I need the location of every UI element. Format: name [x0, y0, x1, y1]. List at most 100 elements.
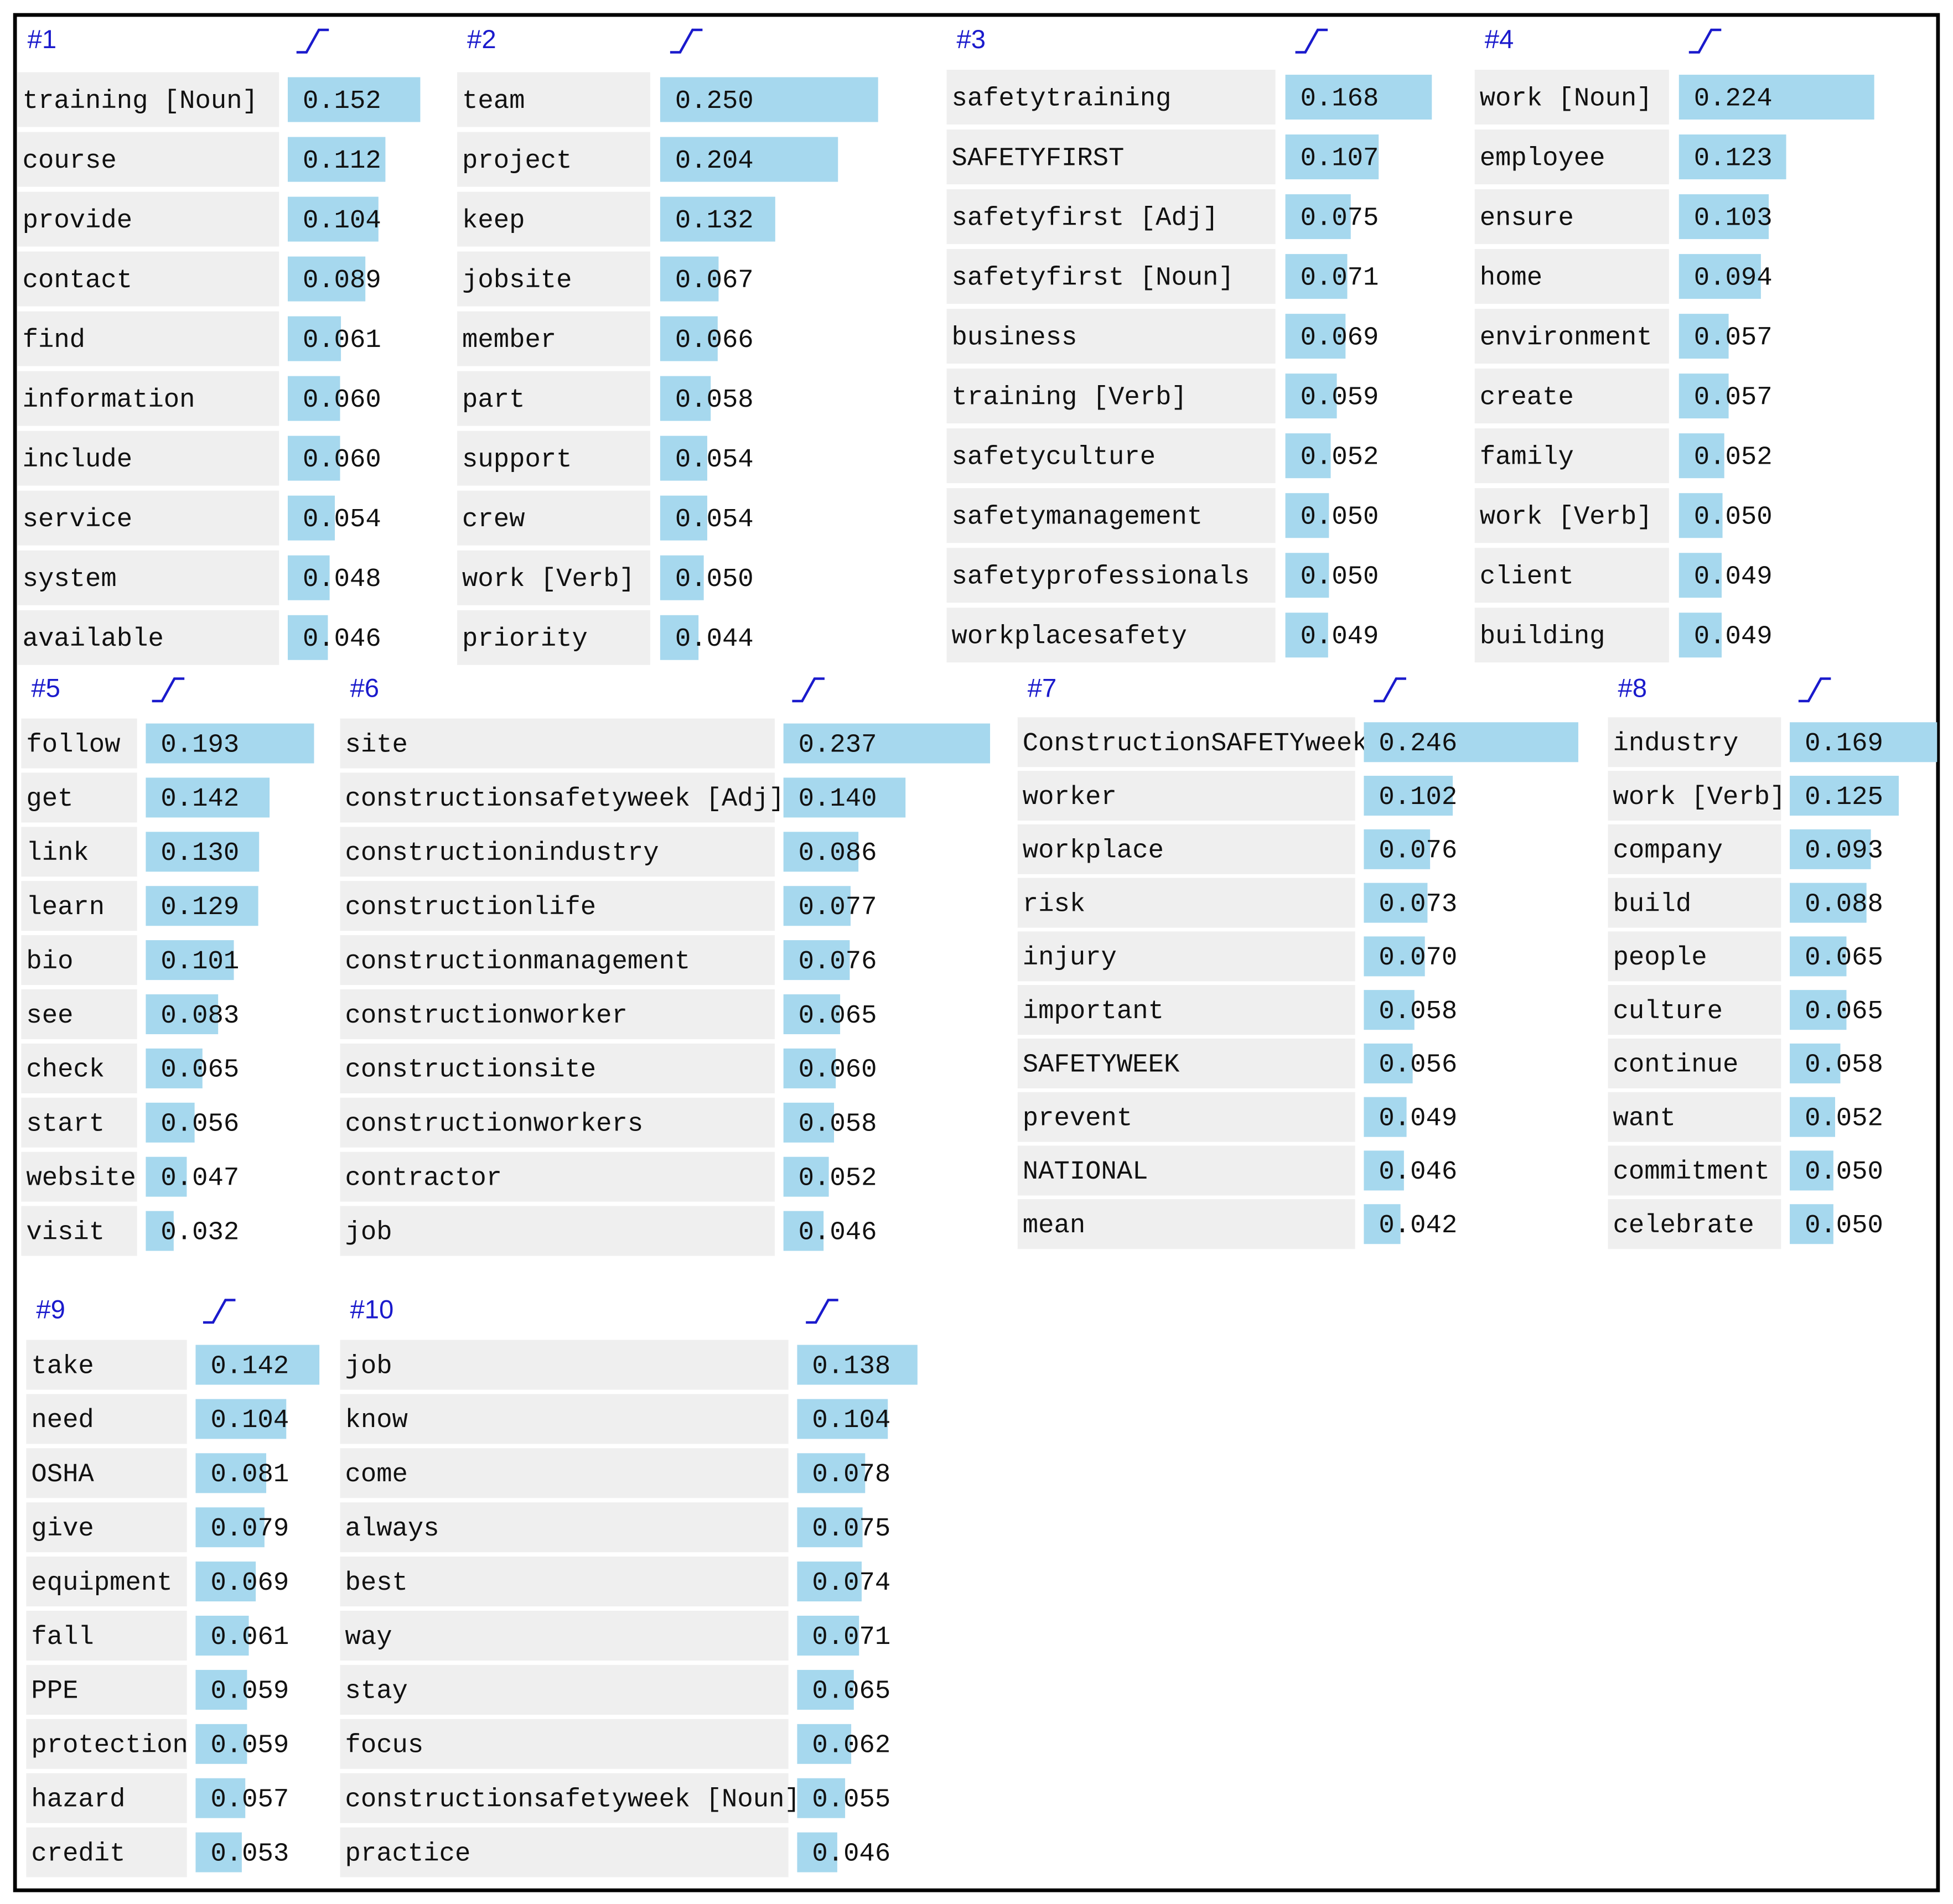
weight-value: 0.062 [812, 1731, 890, 1761]
word: fall [31, 1623, 94, 1652]
topic-label: #9 [36, 1295, 65, 1324]
word: get [26, 785, 73, 814]
sigmoid-icon [670, 28, 703, 54]
word-cell [457, 550, 650, 605]
weight-value: 0.237 [799, 730, 877, 760]
word-cell [26, 1773, 187, 1823]
weight-value: 0.055 [812, 1785, 890, 1814]
weight-bar [1679, 134, 1786, 180]
weight-value: 0.078 [812, 1460, 890, 1490]
word: SAFETYWEEK [1023, 1051, 1180, 1080]
word-cell [340, 1664, 789, 1715]
weight-bar [195, 1616, 249, 1656]
weight-bar [287, 137, 386, 182]
weight-value: 0.060 [799, 1056, 877, 1085]
word-cell [340, 1206, 775, 1256]
weight-bar [1364, 1204, 1401, 1244]
sigmoid-icon [296, 28, 329, 54]
word: celebrate [1613, 1211, 1754, 1241]
weight-value: 0.086 [799, 839, 877, 868]
weight-bar [1364, 829, 1431, 869]
weight-value: 0.050 [1301, 502, 1379, 532]
word-cell [457, 610, 650, 665]
weight-value: 0.048 [303, 565, 381, 594]
weight-value: 0.057 [210, 1785, 289, 1814]
weight-value: 0.093 [1805, 837, 1883, 866]
weight-value: 0.071 [812, 1623, 890, 1652]
word: information [23, 386, 195, 415]
word: provide [23, 206, 132, 236]
weight-value: 0.058 [799, 1110, 877, 1139]
word: people [1613, 943, 1707, 973]
word-cell [1017, 717, 1355, 767]
word-cell [340, 1773, 789, 1823]
weight-value: 0.060 [303, 445, 381, 475]
word-cell [21, 1043, 137, 1093]
weight-bar [660, 316, 718, 361]
word-cell [1474, 548, 1669, 603]
weight-value: 0.142 [210, 1352, 289, 1381]
weight-value: 0.104 [210, 1406, 289, 1435]
weight-bar [1364, 990, 1415, 1030]
word-cell [946, 488, 1276, 543]
weight-value: 0.073 [1379, 890, 1457, 919]
word-cell [946, 548, 1276, 603]
word: best [345, 1569, 408, 1598]
weight-bar [783, 886, 851, 926]
topic-label: #8 [1618, 673, 1648, 703]
weight-bar [195, 1453, 267, 1493]
word-cell [21, 881, 137, 931]
weight-value: 0.250 [675, 87, 754, 116]
word-cell [1017, 1092, 1355, 1142]
weight-bar [1790, 1204, 1833, 1244]
weight-bar [797, 1669, 854, 1710]
word: give [31, 1514, 94, 1544]
sigmoid-icon [806, 1299, 838, 1324]
word-cell [340, 772, 775, 823]
word: come [345, 1460, 408, 1490]
word-cell [946, 428, 1276, 484]
weight-value: 0.065 [1805, 997, 1883, 1026]
weight-bar [1285, 254, 1348, 299]
word-cell [340, 1340, 789, 1390]
weight-bar [660, 615, 699, 660]
weight-value: 0.081 [210, 1460, 289, 1490]
word: take [31, 1352, 94, 1381]
weight-bar [783, 723, 991, 764]
word-cell [340, 1097, 775, 1148]
word: job [345, 1218, 392, 1247]
word: commitment [1613, 1158, 1770, 1187]
word-cell [21, 1151, 137, 1202]
weight-value: 0.050 [675, 565, 754, 594]
weight-bar [797, 1832, 837, 1872]
weight-value: 0.057 [1694, 323, 1773, 352]
word: jobsite [462, 266, 572, 295]
word-cell [21, 718, 137, 769]
weight-value: 0.102 [1379, 783, 1457, 812]
word-cell [457, 191, 650, 247]
word-cell [1474, 428, 1669, 484]
weight-bar [146, 940, 234, 980]
weight-value: 0.052 [799, 1164, 877, 1193]
word-cell [21, 935, 137, 985]
weight-value: 0.065 [1805, 943, 1883, 973]
word-cell [1017, 1199, 1355, 1249]
word-cell [340, 1557, 789, 1607]
word-cell [21, 1097, 137, 1148]
word-cell [946, 309, 1276, 364]
weight-value: 0.054 [303, 505, 381, 535]
word-cell [26, 1557, 187, 1607]
weight-bar [195, 1724, 247, 1764]
word: workplacesafety [951, 622, 1187, 651]
word-cell [17, 72, 279, 127]
word-cell [1017, 1145, 1355, 1196]
weight-bar [660, 376, 711, 421]
word-cell [26, 1827, 187, 1877]
weight-value: 0.053 [210, 1839, 289, 1869]
weight-value: 0.107 [1301, 144, 1379, 173]
word-cell [1608, 717, 1781, 767]
weight-bar [660, 196, 775, 242]
weight-bar [783, 1048, 836, 1088]
weight-value: 0.125 [1805, 783, 1883, 812]
weight-value: 0.056 [160, 1110, 239, 1139]
